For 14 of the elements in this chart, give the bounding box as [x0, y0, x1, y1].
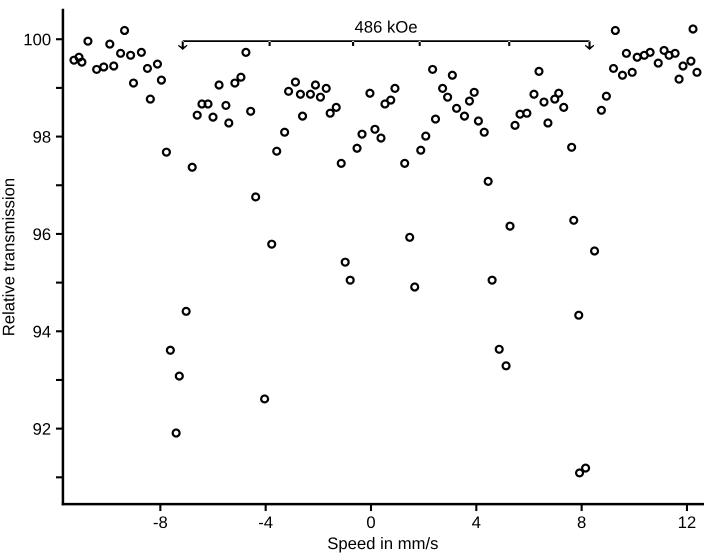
y-tick-label: 100	[24, 34, 50, 46]
x-tick-label: 12	[678, 516, 696, 528]
x-tick-label: 8	[578, 516, 586, 528]
x-tick-label: -4	[259, 516, 273, 528]
x-tick-label: -8	[154, 516, 168, 528]
y-tick-label: 96	[33, 228, 50, 240]
y-tick-label: 98	[33, 130, 50, 143]
y-tick-label: 94	[33, 326, 51, 338]
annotation: 486 kOe	[354, 20, 417, 33]
x-tick-label: 4	[472, 516, 480, 528]
x-axis-title: Speed in mm/s	[328, 536, 438, 553]
x-tick-label: 0	[367, 516, 375, 528]
y-tick-label: 92	[33, 423, 50, 435]
y-axis-title: Relative transmission	[2, 178, 14, 335]
